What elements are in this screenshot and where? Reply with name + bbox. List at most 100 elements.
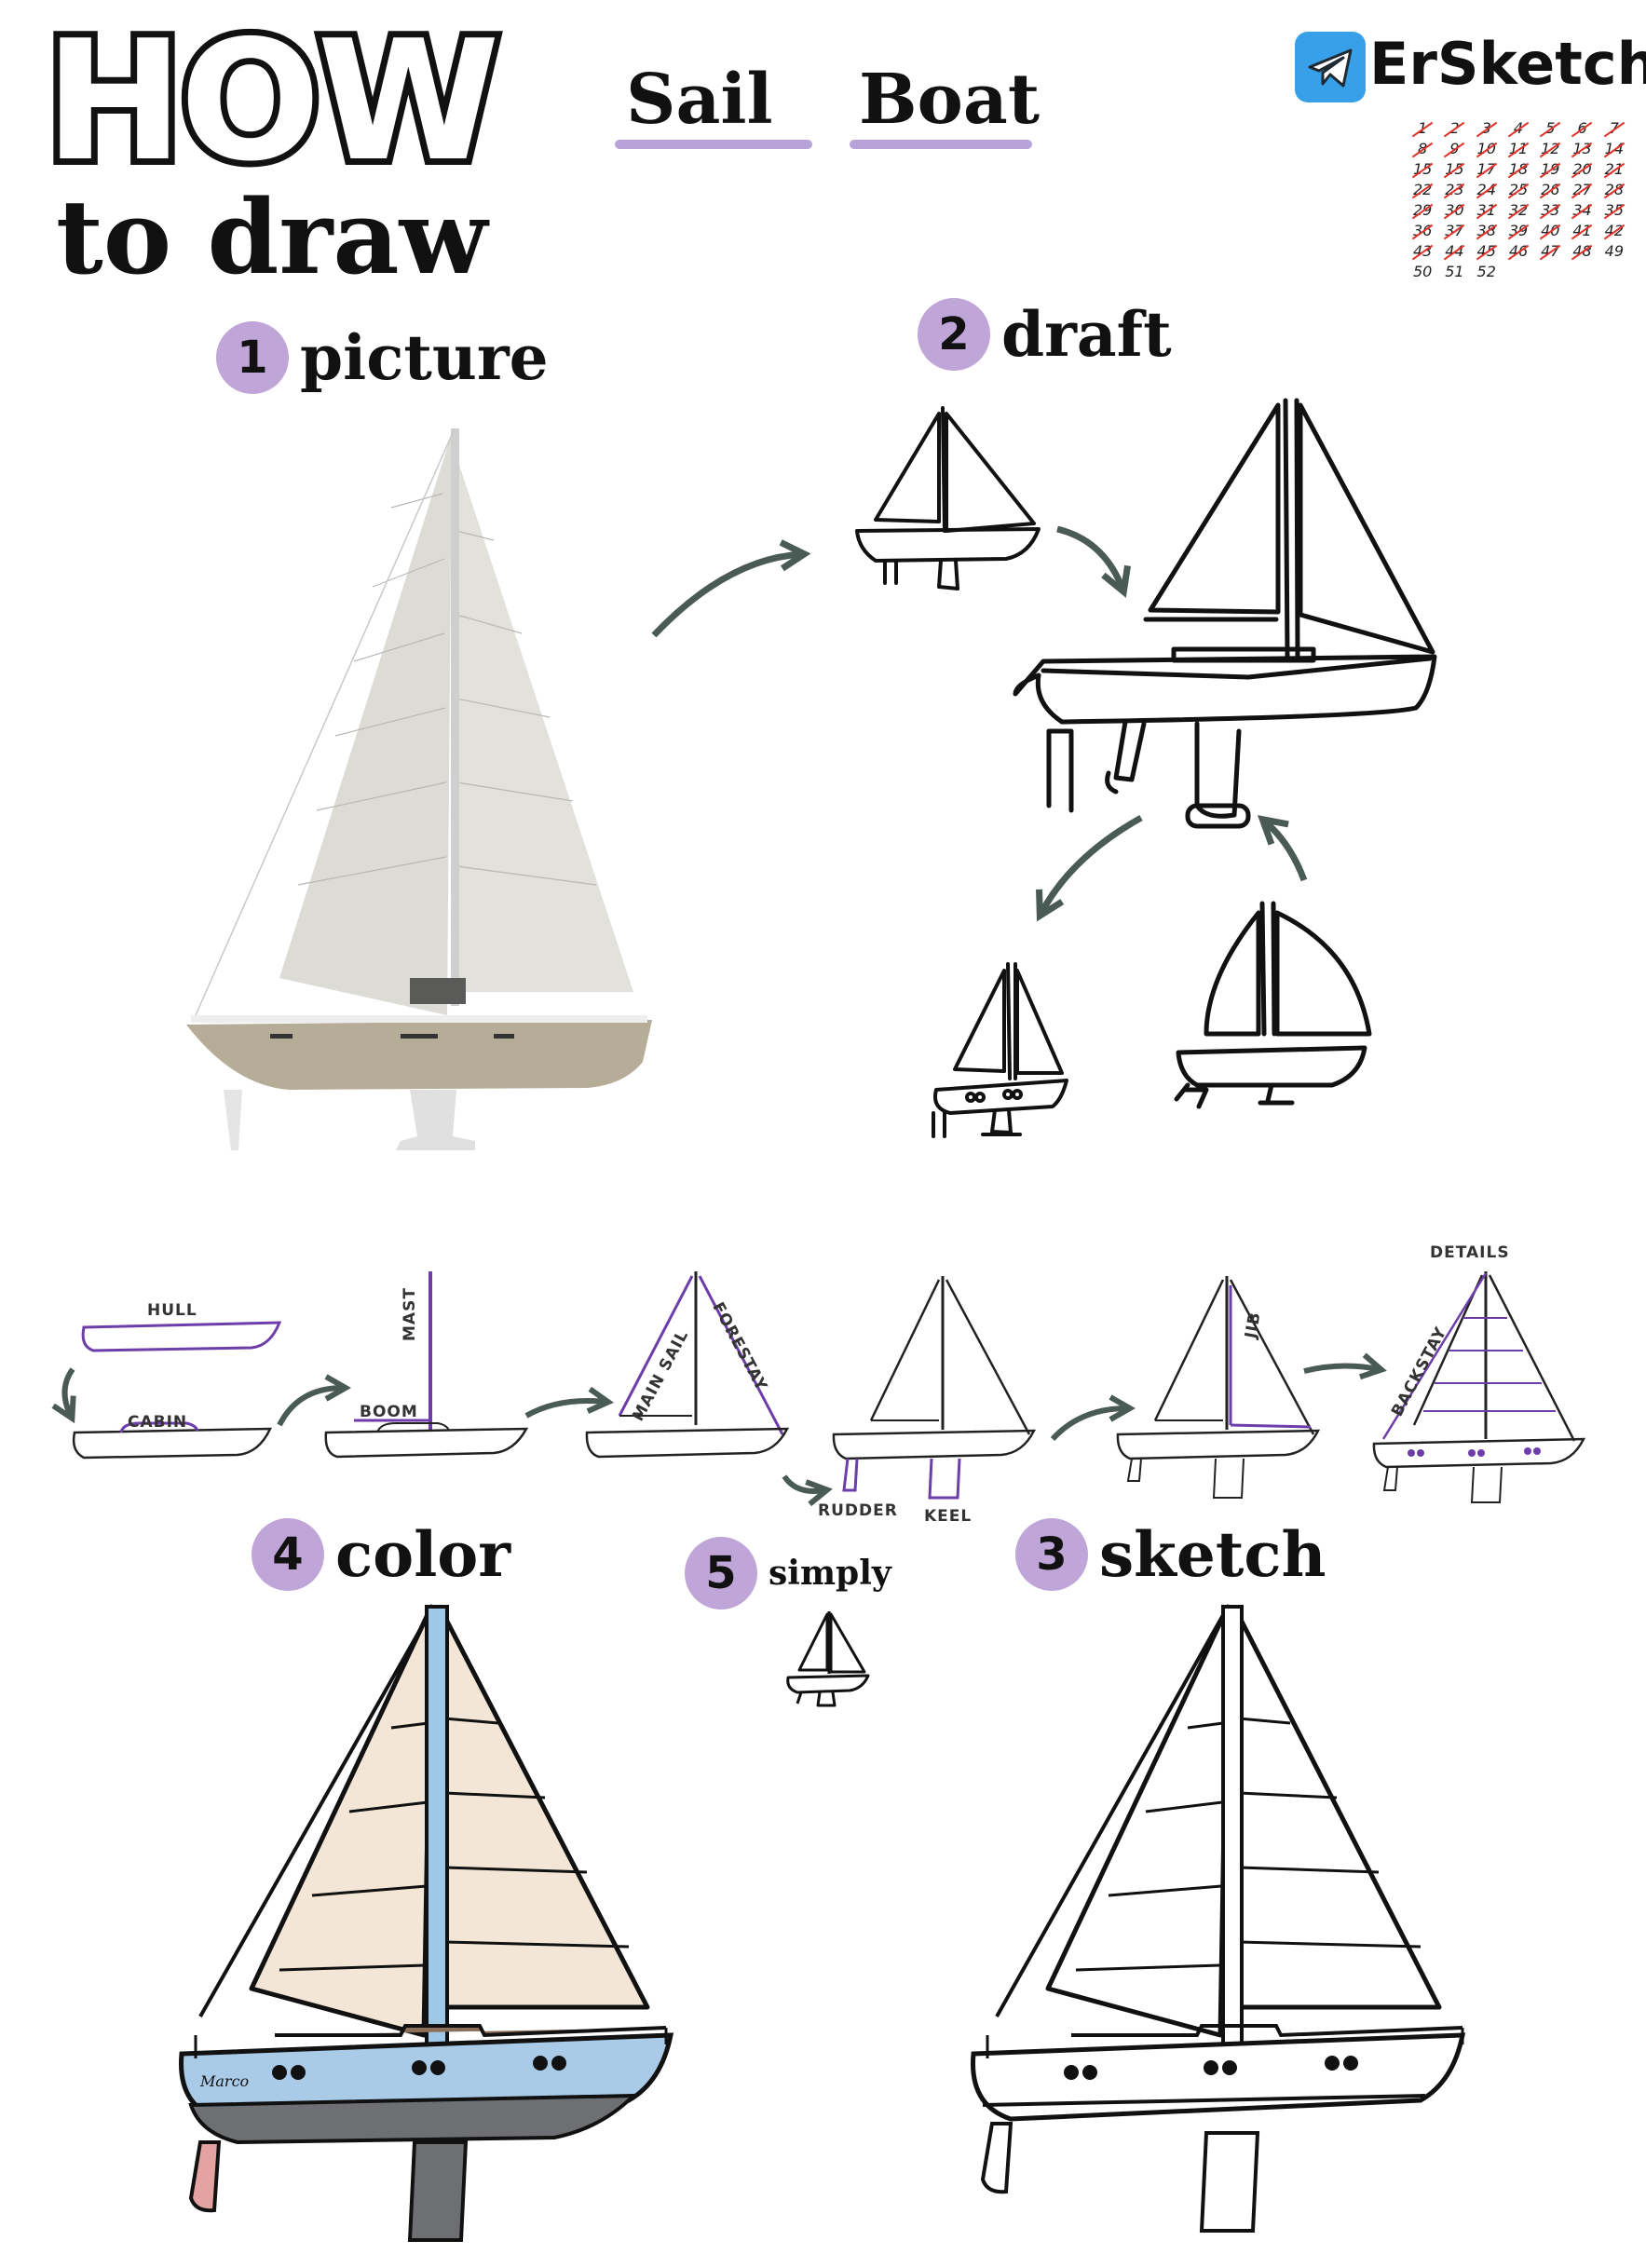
- calendar-week: 29: [1407, 201, 1438, 219]
- calendar-week: 34: [1566, 201, 1598, 219]
- calendar-week: 28: [1598, 181, 1630, 198]
- color-boat: Marco: [179, 1604, 674, 2242]
- calendar-week: 7: [1598, 119, 1630, 137]
- step-2-label: draft: [1001, 298, 1172, 371]
- step-1-number: 1: [216, 321, 289, 394]
- calendar-week: 17: [1471, 160, 1503, 178]
- calendar-week: 21: [1598, 160, 1630, 178]
- label-mast: MAST: [401, 1287, 419, 1341]
- calendar-week: 46: [1503, 242, 1534, 260]
- calendar-week: 25: [1503, 181, 1534, 198]
- calendar-week: 32: [1503, 201, 1534, 219]
- strip-sails: [585, 1271, 790, 1459]
- calendar-week: 39: [1503, 222, 1534, 239]
- calendar-week: 13: [1566, 140, 1598, 157]
- step-3: 3 sketch: [1015, 1518, 1326, 1591]
- label-rudder: RUDDER: [818, 1501, 898, 1520]
- step-5-number: 5: [685, 1537, 757, 1609]
- strip-hull: [81, 1321, 282, 1352]
- label-hull: HULL: [147, 1301, 197, 1320]
- calendar-week: 38: [1471, 222, 1503, 239]
- strip-keel-rudder: [832, 1276, 1037, 1500]
- strip-details: [1372, 1271, 1586, 1503]
- week-calendar: 1 2 3 4 5 6 7 8 9 10 11 12 13 14 15 15 17 18 19 20 21 22 23 24 2…: [1407, 119, 1630, 280]
- telegram-icon[interactable]: [1295, 32, 1366, 102]
- calendar-week: 41: [1566, 222, 1598, 239]
- calendar-week: 19: [1534, 160, 1566, 178]
- calendar-week: 48: [1566, 242, 1598, 260]
- calendar-week: 36: [1407, 222, 1438, 239]
- calendar-week: 31: [1471, 201, 1503, 219]
- arrow-picture-to-draft: [651, 539, 811, 638]
- step-3-number: 3: [1015, 1518, 1088, 1591]
- label-keel: KEEL: [924, 1507, 973, 1526]
- step-3-label: sketch: [1099, 1518, 1326, 1591]
- calendar-week: 30: [1438, 201, 1470, 219]
- calendar-week: 42: [1598, 222, 1630, 239]
- calendar-week: 15: [1438, 160, 1470, 178]
- brand-name[interactable]: ErSketch: [1369, 30, 1646, 98]
- calendar-week: 23: [1438, 181, 1470, 198]
- calendar-week: 26: [1534, 181, 1566, 198]
- sailboat-photo: [186, 428, 652, 1150]
- calendar-week: 12: [1534, 140, 1566, 157]
- calendar-week: 43: [1407, 242, 1438, 260]
- calendar-week: 47: [1534, 242, 1566, 260]
- calendar-week: 4: [1503, 119, 1534, 137]
- calendar-week: 6: [1566, 119, 1598, 137]
- calendar-week: 52: [1476, 263, 1496, 280]
- label-details: DETAILS: [1430, 1243, 1510, 1262]
- calendar-week: 50: [1412, 263, 1433, 280]
- calendar-week: 22: [1407, 181, 1438, 198]
- step-5: 5 simply: [685, 1537, 891, 1609]
- calendar-week: 51: [1445, 263, 1464, 280]
- calendar-week: 18: [1503, 160, 1534, 178]
- calendar-week: 9: [1438, 140, 1470, 157]
- draft-small-3: [932, 962, 1068, 1138]
- label-boom: BOOM: [360, 1403, 418, 1421]
- simply-boat: [786, 1611, 870, 1707]
- subject-underline-2: [850, 140, 1032, 149]
- calendar-week: 2: [1438, 119, 1470, 137]
- title-to-draw: to draw: [56, 177, 488, 297]
- calendar-week: 11: [1503, 140, 1534, 157]
- calendar-week: 24: [1471, 181, 1503, 198]
- step-1: 1 picture: [216, 321, 549, 394]
- calendar-week: 10: [1471, 140, 1503, 157]
- calendar-week: 15: [1407, 160, 1438, 178]
- step-2-number: 2: [918, 298, 990, 371]
- subject-word-sail: Sail: [626, 60, 773, 140]
- calendar-week: 5: [1534, 119, 1566, 137]
- calendar-week: 1: [1407, 119, 1438, 137]
- step-4-label: color: [335, 1518, 511, 1591]
- strip-cabin: [72, 1421, 272, 1460]
- strip-mast-boom: [324, 1271, 529, 1459]
- subject-word-boat: Boat: [859, 60, 1041, 140]
- calendar-week: 35: [1598, 201, 1630, 219]
- calendar-week: 8: [1407, 140, 1438, 157]
- step-2: 2 draft: [918, 298, 1172, 371]
- sketch-boat: [971, 1604, 1466, 2233]
- strip-jib: [1116, 1276, 1321, 1499]
- draft-small-1: [855, 406, 1041, 591]
- subject-underline-1: [615, 140, 812, 149]
- boat-name: Marco: [199, 2072, 249, 2090]
- title-how: HOW: [38, 5, 507, 197]
- draft-large: [1013, 398, 1437, 829]
- calendar-week: 3: [1471, 119, 1503, 137]
- calendar-week: 27: [1566, 181, 1598, 198]
- draft-small-4: [1174, 901, 1372, 1109]
- step-5-label: simply: [769, 1554, 891, 1593]
- calendar-week: 45: [1471, 242, 1503, 260]
- calendar-week: 40: [1534, 222, 1566, 239]
- label-cabin: CABIN: [128, 1413, 188, 1432]
- step-1-label: picture: [300, 321, 549, 394]
- calendar-week: 33: [1534, 201, 1566, 219]
- calendar-grid: 1 2 3 4 5 6 7 8 9 10 11 12 13 14 15 15 17 18 19 20 21 22 23 24 2…: [1407, 119, 1630, 280]
- calendar-week: 37: [1438, 222, 1470, 239]
- calendar-week: 49: [1604, 242, 1625, 260]
- calendar-week: 20: [1566, 160, 1598, 178]
- step-4-number: 4: [252, 1518, 324, 1591]
- calendar-week: 14: [1598, 140, 1630, 157]
- calendar-week: 44: [1438, 242, 1470, 260]
